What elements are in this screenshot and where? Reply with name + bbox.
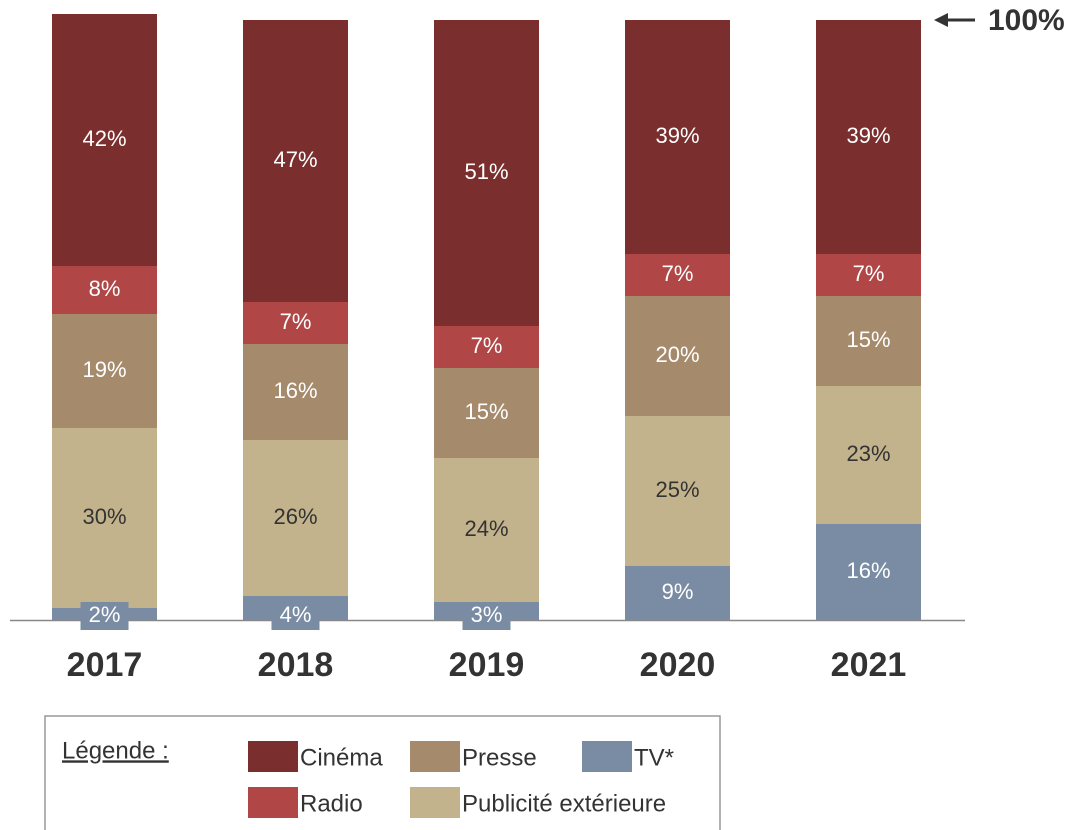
bar-segment xyxy=(52,266,157,314)
bar-segment xyxy=(434,368,539,458)
legend-label: Presse xyxy=(462,744,537,771)
value-label-bg xyxy=(271,602,320,630)
value-label: 19% xyxy=(82,357,126,382)
bar-segment xyxy=(625,296,730,416)
legend-label: Publicité extérieure xyxy=(462,790,666,817)
value-label: 24% xyxy=(464,516,508,541)
annotation: 100% xyxy=(988,4,1065,37)
bar-segment xyxy=(816,296,921,386)
value-label: 51% xyxy=(464,159,508,184)
bar-segment xyxy=(625,416,730,566)
x-tick-label: 2020 xyxy=(640,646,716,684)
bar-segment xyxy=(816,20,921,254)
bar-segment xyxy=(625,566,730,620)
value-label: 7% xyxy=(280,309,312,334)
bar-segment xyxy=(243,302,348,344)
value-label: 26% xyxy=(273,504,317,529)
legend-swatch xyxy=(410,787,460,818)
value-label: 16% xyxy=(273,378,317,403)
value-label: 20% xyxy=(655,342,699,367)
value-label: 23% xyxy=(846,441,890,466)
legend-label: Radio xyxy=(300,790,363,817)
x-tick-label: 2018 xyxy=(258,646,334,684)
x-tick-label: 2017 xyxy=(67,646,143,684)
bar-segment xyxy=(52,14,157,266)
bar-segment xyxy=(243,20,348,302)
legend-title: Légende : xyxy=(62,737,169,764)
value-label: 42% xyxy=(82,126,126,151)
value-label: 16% xyxy=(846,558,890,583)
value-label-bg xyxy=(80,602,129,630)
x-tick-label: 2019 xyxy=(449,646,525,684)
bar-segment xyxy=(243,440,348,596)
legend-label: TV* xyxy=(634,744,674,771)
legend-box xyxy=(44,715,721,830)
value-label: 9% xyxy=(662,579,694,604)
bar-segment xyxy=(434,326,539,368)
legend-swatch xyxy=(410,741,460,772)
value-label: 8% xyxy=(89,276,121,301)
bar-segment xyxy=(816,524,921,620)
x-tick-label: 2021 xyxy=(831,646,907,684)
bar-segment xyxy=(434,458,539,602)
bar-segment xyxy=(816,254,921,296)
bar-segment xyxy=(816,386,921,524)
value-label: 25% xyxy=(655,477,699,502)
legend-label: Cinéma xyxy=(300,744,383,771)
value-label: 3% xyxy=(471,602,503,627)
value-label: 7% xyxy=(662,261,694,286)
value-label: 39% xyxy=(655,123,699,148)
value-label: 39% xyxy=(846,123,890,148)
bar-segment xyxy=(434,20,539,326)
value-label: 15% xyxy=(464,399,508,424)
value-label-bg xyxy=(462,602,511,630)
bar-segment xyxy=(625,20,730,254)
bar-segment xyxy=(52,314,157,428)
bar-segment xyxy=(625,254,730,296)
bar-segment xyxy=(243,344,348,440)
value-label: 7% xyxy=(471,333,503,358)
bar-segment xyxy=(52,428,157,608)
value-label: 15% xyxy=(846,327,890,352)
annotation-arrowhead xyxy=(934,13,948,27)
value-label: 30% xyxy=(82,504,126,529)
value-label: 2% xyxy=(89,602,121,627)
value-label: 4% xyxy=(280,602,312,627)
legend-swatch xyxy=(582,741,632,772)
value-label: 47% xyxy=(273,147,317,172)
legend-swatch xyxy=(248,741,298,772)
value-label: 7% xyxy=(853,261,885,286)
legend-swatch xyxy=(248,787,298,818)
